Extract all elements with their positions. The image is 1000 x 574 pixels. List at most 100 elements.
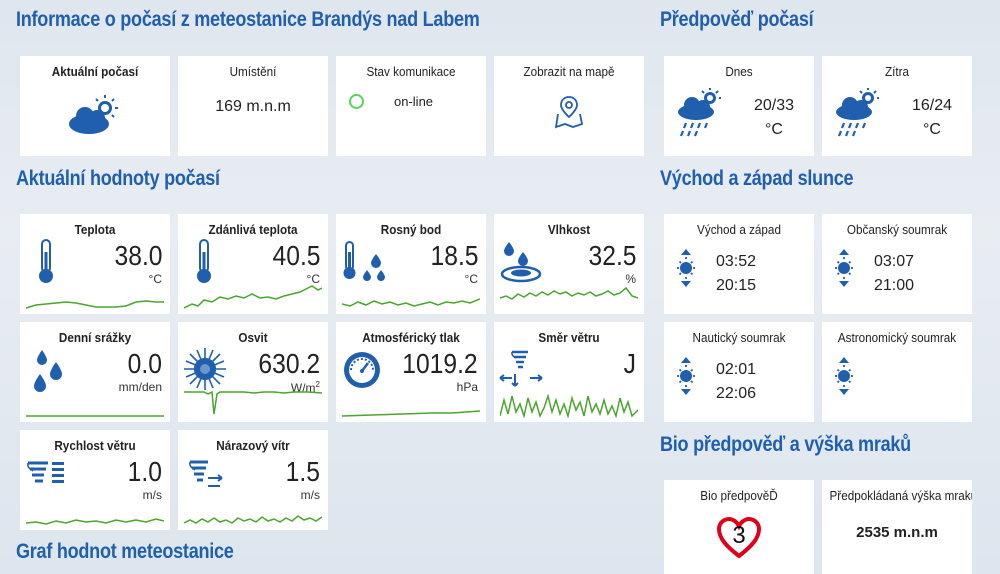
humidity-sparkline [500,286,638,300]
map-pin-icon [554,96,584,129]
feels-like-tile[interactable]: Zdánlivá teplota 40.5 °C [178,214,328,314]
current-weather-card: Aktuální počasí [20,56,170,156]
sunrise-icon [677,249,695,287]
forecast-today-card: Dnes 20/33 °C [664,56,814,156]
dew-point-tile[interactable]: Rosný bod 18.5 °C [336,214,486,314]
temperature-tile[interactable]: Teplota 38.0 °C [20,214,170,314]
rain-unit: mm/den [118,380,162,394]
civil-twilight-card: Občanský soumrak 03:07 21:00 [822,214,972,314]
forecast-tomorrow-temp: 16/24 [911,97,953,114]
temperature-sparkline [26,300,164,309]
nautical-twilight-card: Nautický soumrak 02:01 22:06 [664,322,814,422]
nautical-twilight-end: 22:06 [716,385,757,402]
bio-forecast-label: Bio předpověĎ [700,488,778,503]
heart-icon [716,516,762,559]
pressure-unit: hPa [456,380,478,394]
droplets-icon [34,350,62,392]
forecast-tomorrow-unit: °C [923,121,941,138]
temperature-label: Teplota [74,222,116,237]
humidity-label: Vlhkost [547,222,591,237]
forecast-today-temp: 20/33 [753,97,795,114]
sunrise-sunset-card: Východ a západ 03:52 20:15 [664,214,814,314]
sunrise-icon [677,357,695,395]
gauge-icon [344,352,380,388]
gust-label: Nárazový vítr [216,438,290,453]
station-title: Informace o počasí z meteostanice Brandý… [16,8,480,31]
thermometer-droplets-icon [343,241,385,281]
dew-point-unit: °C [464,272,478,286]
show-map-card[interactable]: Zobrazit na mapě [494,56,644,156]
dew-point-sparkline [342,298,480,307]
forecast-tomorrow-label: Zítra [884,64,910,79]
humidity-value: 32.5 [588,240,636,271]
civil-twilight-start: 03:07 [874,253,915,270]
wind-icon [27,461,64,483]
gust-tile[interactable]: Nárazový vítr 1.5 m/s [178,430,328,530]
sun-title: Východ a západ slunce [660,167,854,190]
wind-direction-label: Směr větru [538,330,600,345]
temperature-unit: °C [148,272,162,286]
current-values-title: Aktuální hodnoty počasí [16,167,220,190]
rain-tile[interactable]: Denní srážky 0.0 mm/den [20,322,170,422]
sunrise-sunset-label: Východ a západ [697,222,781,237]
feels-like-label: Zdánlivá teplota [208,222,298,237]
pressure-value: 1019.2 [402,348,478,379]
rain-label: Denní srážky [58,330,132,345]
sun-icon [184,348,226,390]
solar-tile[interactable]: Osvit 630.2 W/m2 [178,322,328,422]
sunrise-icon [835,357,853,395]
thermometer-icon [39,239,53,283]
solar-sparkline [184,390,322,415]
wind-direction-tile[interactable]: Směr větru J [494,322,644,422]
rain-cloud-icon [678,88,721,137]
rain-cloud-icon [836,88,879,137]
gust-unit: m/s [300,488,320,502]
cloud-height-card: Předpokládaná výška mraků 2535 m.n.m [822,480,972,574]
astronomical-twilight-card: Astronomický soumrak [822,322,972,422]
communication-card: Stav komunikace on-line [336,56,486,156]
nautical-twilight-label: Nautický soumrak [692,330,786,345]
tornado-arrows-icon [499,350,543,387]
civil-twilight-end: 21:00 [874,277,915,294]
wind-speed-tile[interactable]: Rychlost větru 1.0 m/s [20,430,170,530]
show-map-label: Zobrazit na mapě [523,64,615,79]
bio-title: Bio předpověď a výška mraků [660,433,911,456]
feels-like-sparkline [184,285,322,309]
sunrise-icon [835,249,853,287]
forecast-tomorrow-card: Zítra 16/24 °C [822,56,972,156]
gust-sparkline [184,515,322,524]
graph-title: Graf hodnot meteostanice [16,540,234,563]
nautical-twilight-start: 02:01 [716,361,757,378]
temperature-value: 38.0 [114,240,162,271]
pressure-label: Atmosférický tlak [362,330,460,345]
pressure-sparkline [342,410,480,417]
cloud-height-label: Předpokládaná výška mraků [829,488,973,503]
altitude-value: 169 m.n.m [215,98,291,115]
rain-value: 0.0 [127,348,162,379]
location-label: Umístění [229,64,277,79]
astronomical-twilight-label: Astronomický soumrak [837,330,957,345]
humidity-icon [500,242,542,283]
wind-direction-value: J [623,348,636,379]
solar-value: 630.2 [258,348,320,379]
communication-status: on-line [394,94,434,109]
wind-speed-unit: m/s [142,488,162,502]
solar-label: Osvit [238,330,268,345]
humidity-tile[interactable]: Vlhkost 32.5 % [494,214,644,314]
wind-speed-value: 1.0 [127,456,162,487]
wind-speed-sparkline [26,518,164,525]
forecast-today-label: Dnes [725,64,753,79]
feels-like-value: 40.5 [272,240,320,271]
forecast-today-unit: °C [765,121,783,138]
civil-twilight-label: Občanský soumrak [846,222,948,237]
cloud-height-value: 2535 m.n.m [856,524,938,541]
communication-label: Stav komunikace [366,64,456,79]
forecast-title: Předpověď počasí [660,8,814,31]
humidity-unit: % [625,272,636,286]
dew-point-label: Rosný bod [380,222,442,237]
pressure-tile[interactable]: Atmosférický tlak 1019.2 hPa [336,322,486,422]
online-status-icon [349,94,364,109]
feels-like-unit: °C [306,272,320,286]
wind-direction-sparkline [500,393,638,418]
current-weather-label: Aktuální počasí [51,64,139,79]
